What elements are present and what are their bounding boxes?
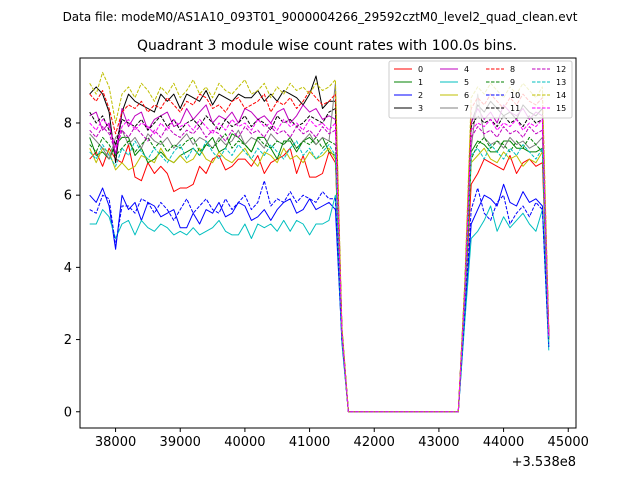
plot-frame: [79, 57, 577, 429]
series-line-13: [89, 140, 550, 413]
legend-label-3: 3: [418, 104, 423, 113]
legend-label-0: 0: [418, 65, 423, 74]
y-tick-label: 2: [64, 333, 72, 348]
series-line-0: [89, 144, 550, 413]
x-tick-label: 41000: [289, 435, 330, 450]
x-tick-label: 45000: [548, 435, 589, 450]
legend-label-15: 15: [556, 104, 566, 113]
legend-label-9: 9: [510, 78, 515, 87]
legend-label-2: 2: [418, 91, 423, 100]
legend-label-1: 1: [418, 78, 423, 87]
y-tick-label: 8: [64, 116, 72, 131]
legend-frame: [388, 60, 573, 119]
x-offset-label: +3.538e8: [512, 455, 576, 470]
legend-label-13: 13: [556, 78, 566, 87]
legend-label-14: 14: [556, 91, 566, 100]
x-tick-label: 38000: [95, 435, 136, 450]
series-line-9: [89, 133, 550, 413]
legend-label-5: 5: [464, 78, 469, 87]
series-line-10: [89, 180, 550, 413]
x-tick-label: 40000: [224, 435, 265, 450]
legend-label-10: 10: [510, 91, 520, 100]
y-axis: 0 2 4 6 8: [64, 116, 80, 420]
suptitle: Data file: modeM0/AS1A10_093T01_90000042…: [63, 10, 578, 24]
x-tick-label: 44000: [483, 435, 524, 450]
series-line-7: [89, 82, 550, 413]
chart-title: Quadrant 3 module wise count rates with …: [137, 38, 517, 54]
x-axis: 38000 39000 40000 41000 42000 43000 44000 45000: [95, 428, 589, 450]
series-layer: [89, 71, 550, 413]
legend-label-7: 7: [464, 104, 469, 113]
series-line-8: [89, 90, 550, 413]
y-tick-label: 0: [64, 405, 72, 420]
series-line-4: [89, 104, 550, 413]
legend-label-4: 4: [464, 65, 469, 74]
x-tick-label: 43000: [418, 435, 459, 450]
legend-label-11: 11: [510, 104, 520, 113]
y-tick-label: 6: [64, 189, 72, 204]
y-tick-label: 4: [64, 261, 72, 276]
series-line-11: [89, 108, 550, 413]
series-line-5: [89, 194, 550, 413]
series-line-2: [89, 183, 550, 413]
x-tick-label: 39000: [160, 435, 201, 450]
series-line-15: [89, 118, 550, 413]
x-tick-label: 42000: [354, 435, 395, 450]
legend-label-8: 8: [510, 65, 515, 74]
series-line-6: [89, 147, 550, 413]
legend-label-12: 12: [556, 65, 566, 74]
legend-label-6: 6: [464, 91, 469, 100]
